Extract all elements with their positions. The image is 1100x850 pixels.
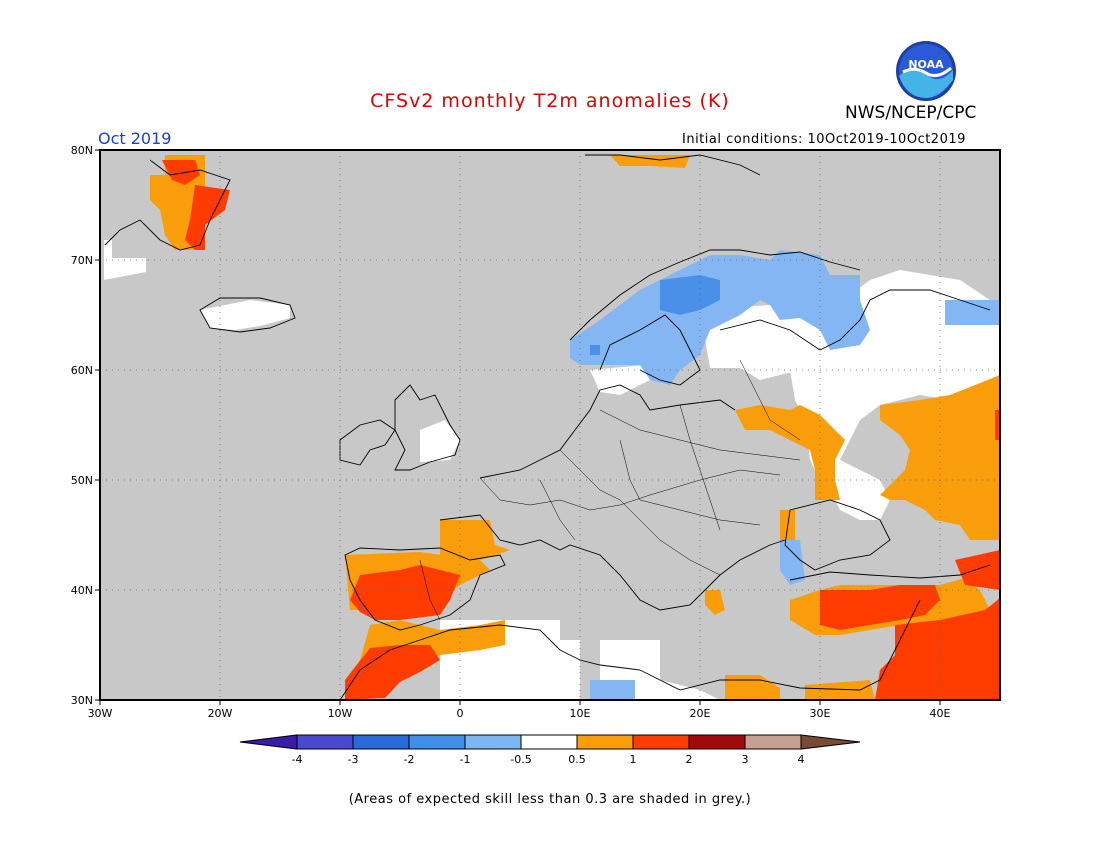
longitude-labels: 30W 20W 10W 0 10E 20E 30E 40E bbox=[88, 707, 951, 720]
anomaly-red-regions bbox=[162, 160, 1000, 700]
initial-conditions-label: Initial conditions: 10Oct2019-10Oct2019 bbox=[682, 132, 966, 147]
noaa-logo-icon: NOAA bbox=[896, 41, 956, 101]
axis-ticks bbox=[95, 149, 941, 705]
anomaly-white-regions bbox=[104, 240, 1000, 700]
anomaly-light-blue-regions bbox=[570, 250, 1000, 700]
lon-label: 10W bbox=[328, 707, 353, 720]
gridlines bbox=[100, 150, 1000, 700]
lat-label: 40N bbox=[71, 584, 93, 597]
colorbar-segment bbox=[744, 734, 802, 750]
colorbar-segment bbox=[296, 734, 354, 750]
colorbar-right-arrow bbox=[800, 734, 861, 750]
colorbar-label: -4 bbox=[292, 753, 303, 766]
colorbar-label: 0.5 bbox=[568, 753, 586, 766]
colorbar-label: -0.5 bbox=[510, 753, 531, 766]
skill-note: (Areas of expected skill less than 0.3 a… bbox=[348, 792, 752, 807]
noaa-logo: NOAA bbox=[895, 40, 957, 102]
colorbar-segment bbox=[464, 734, 522, 750]
colorbar-segment bbox=[520, 734, 578, 750]
lon-label: 30E bbox=[810, 707, 831, 720]
colorbar: -4 -3 -2 -1 -0.5 0.5 1 2 3 4 bbox=[239, 734, 861, 766]
colorbar-segment bbox=[688, 734, 746, 750]
colorbar-label: 4 bbox=[798, 753, 805, 766]
colorbar-label: 2 bbox=[686, 753, 693, 766]
lat-label: 70N bbox=[71, 254, 93, 267]
anomaly-blue-regions bbox=[590, 275, 720, 355]
colorbar-label: -3 bbox=[348, 753, 359, 766]
colorbar-label: 3 bbox=[742, 753, 749, 766]
lat-label: 80N bbox=[71, 144, 93, 157]
chart-title: CFSv2 monthly T2m anomalies (K) bbox=[370, 90, 730, 112]
lon-label: 20W bbox=[208, 707, 233, 720]
lat-label: 60N bbox=[71, 364, 93, 377]
colorbar-segment bbox=[632, 734, 690, 750]
colorbar-segment bbox=[576, 734, 634, 750]
lon-label: 0 bbox=[457, 707, 464, 720]
anomaly-map: 80N 70N 60N 50N 40N 30N 30W 20W 10W 0 10… bbox=[71, 144, 1001, 766]
colorbar-label: -2 bbox=[404, 753, 415, 766]
colorbar-segment bbox=[352, 734, 410, 750]
lon-label: 10E bbox=[570, 707, 591, 720]
colorbar-label: 1 bbox=[630, 753, 637, 766]
colorbar-label: -1 bbox=[460, 753, 471, 766]
colorbar-left-arrow bbox=[239, 734, 298, 750]
latitude-labels: 80N 70N 60N 50N 40N 30N bbox=[71, 144, 93, 707]
lat-label: 30N bbox=[71, 694, 93, 707]
coastlines bbox=[104, 154, 991, 701]
lat-label: 50N bbox=[71, 474, 93, 487]
colorbar-segment bbox=[408, 734, 466, 750]
lon-label: 20E bbox=[690, 707, 711, 720]
lon-label: 30W bbox=[88, 707, 113, 720]
agency-label: NWS/NCEP/CPC bbox=[845, 103, 977, 123]
lon-label: 40E bbox=[930, 707, 951, 720]
month-label: Oct 2019 bbox=[98, 129, 172, 148]
map-frame bbox=[99, 149, 1001, 701]
logo-text: NOAA bbox=[908, 58, 944, 71]
